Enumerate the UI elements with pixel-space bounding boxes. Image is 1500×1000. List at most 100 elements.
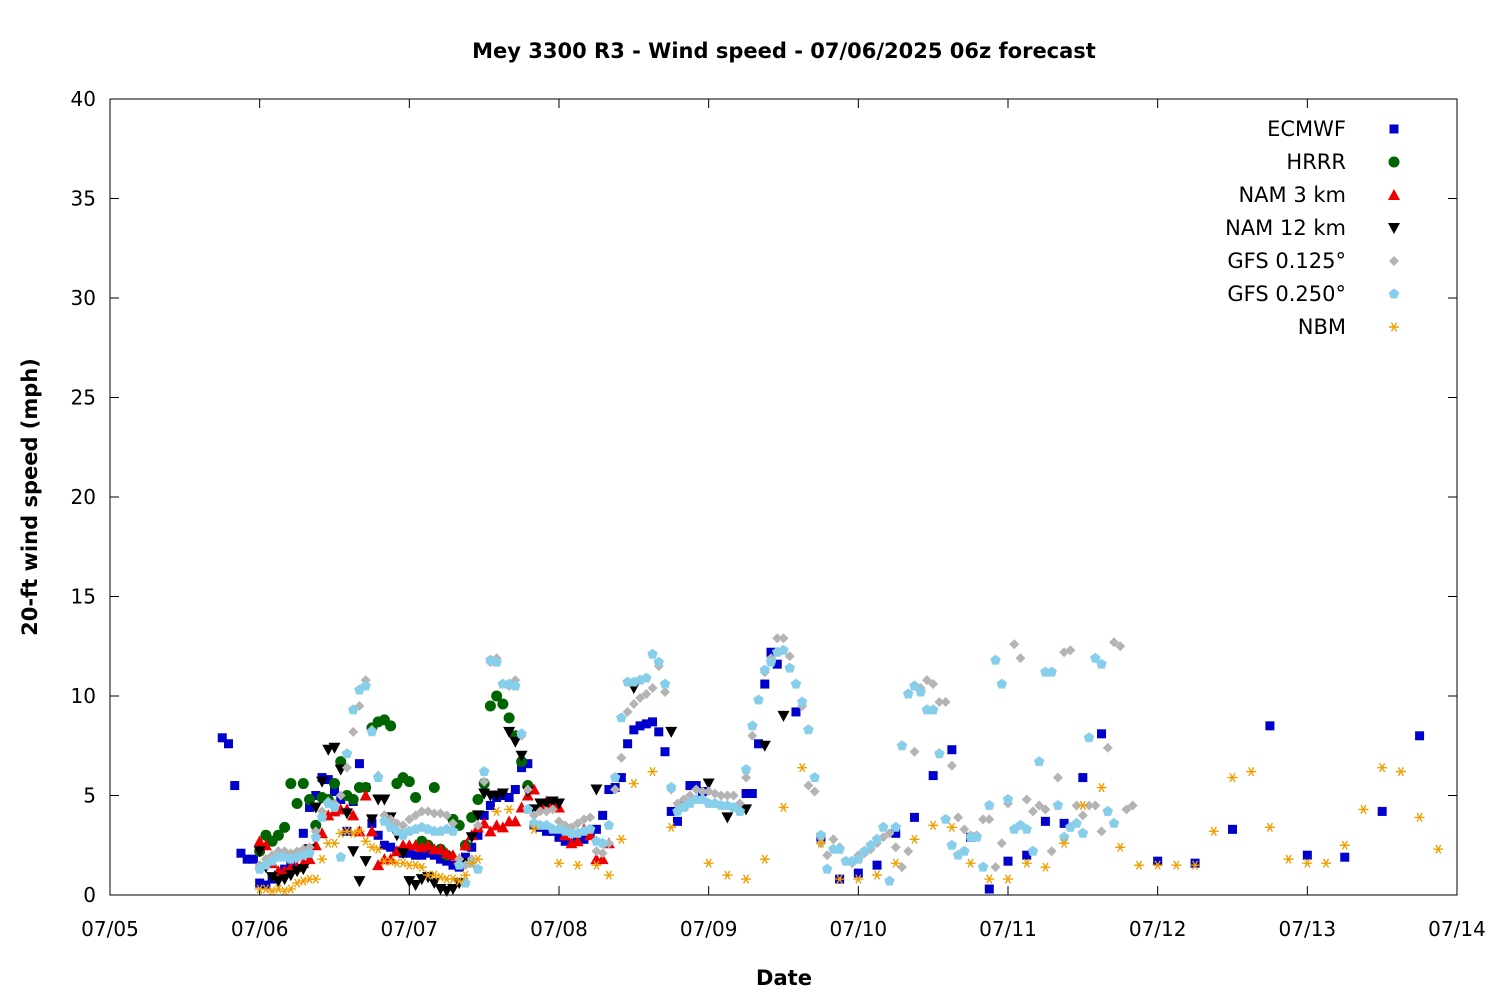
data-point (1052, 800, 1064, 810)
x-tick-label: 07/05 (81, 917, 139, 941)
data-point (1133, 860, 1144, 870)
data-point (591, 824, 601, 834)
data-point (921, 675, 932, 686)
data-point (890, 842, 901, 853)
data-point (341, 762, 352, 773)
data-point (635, 692, 646, 703)
data-point (467, 842, 477, 852)
data-point (560, 836, 570, 846)
data-point (366, 726, 378, 737)
data-point (435, 872, 446, 882)
data-point (485, 800, 495, 810)
data-point (747, 730, 758, 741)
data-point (517, 763, 527, 773)
data-point (316, 811, 328, 822)
data-point (1283, 854, 1294, 864)
x-tick-label: 07/09 (680, 917, 738, 941)
data-point (790, 678, 802, 689)
data-point (417, 850, 427, 860)
data-point (1090, 652, 1101, 663)
data-point (409, 880, 422, 892)
data-point (522, 803, 534, 814)
data-point (404, 814, 415, 825)
data-point (1021, 858, 1032, 868)
data-point (373, 830, 383, 840)
data-point (765, 656, 777, 667)
data-point (310, 874, 321, 884)
data-point (1015, 653, 1026, 664)
data-point (1171, 860, 1182, 870)
data-point (647, 683, 658, 694)
data-point (647, 766, 658, 777)
data-point (1059, 838, 1070, 848)
x-tick-label: 07/11 (979, 917, 1037, 941)
data-point (971, 831, 983, 842)
data-point (554, 816, 564, 827)
data-point (1115, 842, 1126, 852)
data-point (584, 829, 597, 841)
data-point (1414, 812, 1425, 823)
data-point (616, 752, 627, 763)
data-point (928, 679, 939, 690)
data-point (747, 789, 757, 799)
data-point (447, 825, 459, 836)
data-point (616, 773, 626, 783)
data-point (654, 727, 664, 737)
data-point (934, 748, 945, 759)
data-point (298, 828, 308, 838)
data-point (984, 800, 995, 810)
data-point (666, 782, 677, 792)
data-point (411, 850, 421, 860)
data-point (272, 829, 284, 841)
data-point (309, 802, 322, 814)
data-point (1152, 860, 1163, 870)
data-point (497, 698, 509, 710)
data-point (890, 821, 901, 832)
data-point (428, 878, 441, 890)
data-point (1208, 826, 1219, 836)
data-point (436, 854, 446, 864)
legend-label: HRRR (1286, 150, 1346, 174)
data-point (472, 863, 484, 874)
data-point (1034, 800, 1045, 811)
data-point (996, 678, 1007, 689)
data-point (1071, 817, 1082, 828)
data-point (572, 818, 583, 829)
data-point (590, 784, 603, 796)
data-point (1108, 817, 1120, 828)
data-point (372, 772, 384, 782)
data-point (891, 828, 901, 838)
legend-label: GFS 0.125° (1227, 249, 1346, 273)
data-point (429, 870, 440, 880)
data-point (267, 886, 278, 896)
data-point (478, 766, 490, 777)
data-point (523, 759, 533, 769)
data-point (292, 878, 303, 888)
data-point (828, 834, 839, 845)
data-point (217, 733, 227, 743)
data-point (316, 776, 329, 788)
series-6-points (254, 762, 1444, 896)
x-tick-label: 07/14 (1428, 917, 1486, 941)
data-point (1433, 844, 1444, 854)
data-point (685, 781, 695, 791)
data-point (1027, 806, 1038, 817)
data-point (397, 848, 410, 860)
data-point (1096, 658, 1107, 669)
x-tick-label: 07/06 (231, 917, 289, 941)
data-point (1059, 818, 1069, 828)
data-point (310, 831, 321, 842)
data-point (423, 848, 433, 858)
legend-label: NAM 3 km (1238, 183, 1346, 207)
data-point (772, 633, 783, 644)
data-point (311, 791, 321, 800)
data-point (741, 874, 752, 884)
y-tick-label: 25 (71, 386, 96, 410)
data-point (348, 704, 359, 715)
data-point (1040, 862, 1051, 872)
data-point (1002, 794, 1014, 804)
data-point (648, 717, 658, 727)
data-point (509, 815, 522, 827)
data-point (297, 864, 310, 876)
data-point (484, 700, 496, 712)
